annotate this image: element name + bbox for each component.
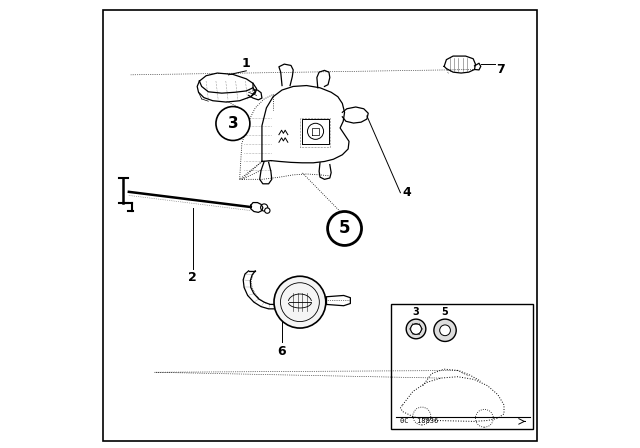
Circle shape xyxy=(260,204,268,211)
Text: 2: 2 xyxy=(188,271,197,284)
Text: 4: 4 xyxy=(403,186,412,199)
Text: 0C  18836: 0C 18836 xyxy=(401,418,438,424)
Circle shape xyxy=(216,107,250,141)
Circle shape xyxy=(434,319,456,341)
Text: 1: 1 xyxy=(242,57,251,70)
Circle shape xyxy=(264,208,270,213)
Circle shape xyxy=(328,211,362,246)
Text: 6: 6 xyxy=(278,345,286,358)
Text: 5: 5 xyxy=(442,307,449,318)
Text: 3: 3 xyxy=(413,307,419,318)
Circle shape xyxy=(411,323,421,334)
Bar xyxy=(392,304,534,430)
Circle shape xyxy=(406,319,426,339)
Circle shape xyxy=(274,276,326,328)
Text: 5: 5 xyxy=(339,220,350,237)
Text: 7: 7 xyxy=(497,64,505,77)
Circle shape xyxy=(440,325,451,336)
Text: 3: 3 xyxy=(228,116,238,131)
